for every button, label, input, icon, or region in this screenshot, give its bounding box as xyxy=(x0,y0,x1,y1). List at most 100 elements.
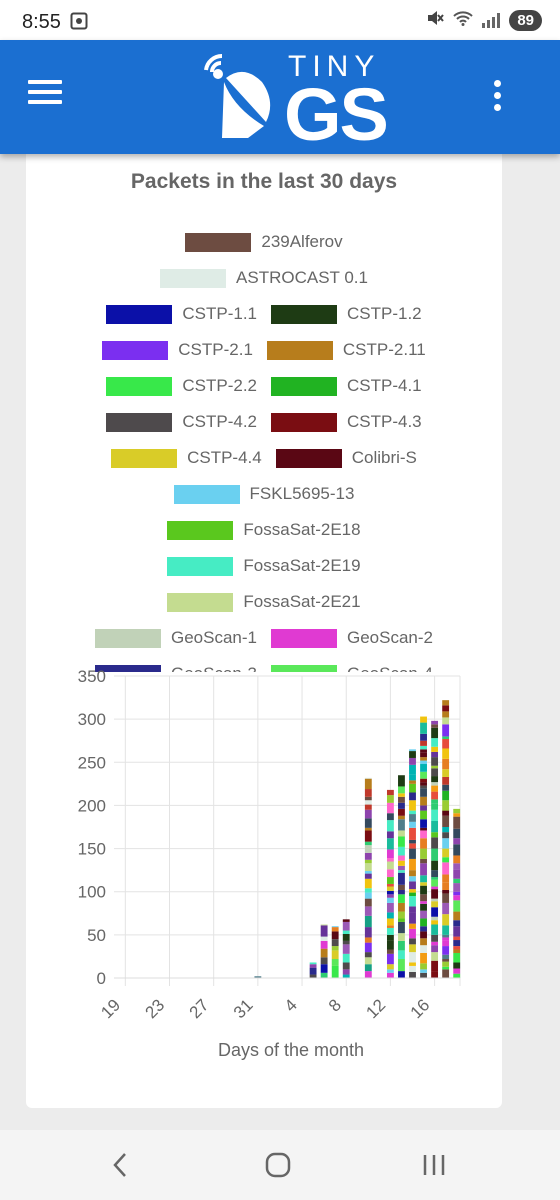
bar-15[interactable] xyxy=(420,716,427,978)
home-icon[interactable] xyxy=(258,1148,298,1182)
legend-item-cstp-2-11[interactable]: CSTP-2.11 xyxy=(266,338,426,362)
wifi-icon xyxy=(453,10,474,30)
legend-item-astrocast-0-1[interactable]: ASTROCAST 0.1 xyxy=(160,266,368,290)
legend-item-geoscan-3[interactable]: GeoScan-3 xyxy=(95,662,257,672)
y-tick-label: 200 xyxy=(78,796,106,815)
legend-item-cstp-4-1[interactable]: CSTP-4.1 xyxy=(271,374,422,398)
legend-item-fossasat-2e19[interactable]: FossaSat-2E19 xyxy=(167,554,361,578)
bar-segment xyxy=(431,785,439,792)
bar-segment xyxy=(409,938,416,945)
bar-segment xyxy=(364,777,372,779)
bar-14[interactable] xyxy=(409,749,416,978)
bar-segment xyxy=(386,934,394,941)
bar-segment xyxy=(342,919,350,922)
legend-item-cstp-4-4[interactable]: CSTP-4.4 xyxy=(111,446,262,470)
legend-item-colibri-s[interactable]: Colibri-S xyxy=(275,446,417,470)
legend-item-geoscan-1[interactable]: GeoScan-1 xyxy=(95,626,257,650)
bar-segment xyxy=(331,946,339,951)
bar-segment xyxy=(386,894,394,898)
legend-row: CSTP-4.2 CSTP-4.3 xyxy=(26,410,502,434)
bar-segment xyxy=(453,968,461,974)
legend-item-cstp-4-3[interactable]: CSTP-4.3 xyxy=(271,410,422,434)
bar-segment xyxy=(431,809,439,821)
logo-text-tiny: TINY xyxy=(288,50,381,83)
legend-row: CSTP-4.4 Colibri-S xyxy=(26,446,502,470)
bar-segment xyxy=(420,733,427,741)
bar-segment xyxy=(453,936,461,941)
bar-segment xyxy=(342,933,350,941)
bar-segment xyxy=(431,879,439,887)
legend-row: FossaSat-2E18 xyxy=(26,518,502,542)
bar-segment xyxy=(364,942,372,953)
bar-segment xyxy=(398,950,405,960)
legend-item-geoscan-2[interactable]: GeoScan-2 xyxy=(271,626,433,650)
legend-item-fskl5695-13[interactable]: FSKL5695-13 xyxy=(173,482,355,506)
legend-item-fossasat-2e21[interactable]: FossaSat-2E21 xyxy=(167,590,361,614)
bar-segment xyxy=(409,792,416,801)
legend-item-239alferov[interactable]: 239Alferov xyxy=(185,230,343,254)
bar-segment xyxy=(453,973,461,978)
bar-18[interactable] xyxy=(453,808,461,978)
legend-swatch xyxy=(275,448,342,468)
legend-item-cstp-1-2[interactable]: CSTP-1.2 xyxy=(271,302,422,326)
bar-segment xyxy=(386,795,394,803)
bar-5[interactable] xyxy=(309,962,317,978)
bar-segment xyxy=(409,800,416,811)
bar-17[interactable] xyxy=(442,700,450,978)
back-icon[interactable] xyxy=(100,1148,140,1182)
bar-segment xyxy=(420,782,427,786)
bar-8[interactable] xyxy=(342,919,350,978)
legend-row: CSTP-1.1 CSTP-1.2 xyxy=(26,302,502,326)
bar-segment xyxy=(420,901,427,904)
legend-item-cstp-1-1[interactable]: CSTP-1.1 xyxy=(106,302,257,326)
legend-item-cstp-2-2[interactable]: CSTP-2.2 xyxy=(106,374,257,398)
bar-segment xyxy=(420,972,427,978)
bar-segment xyxy=(398,921,405,934)
legend-swatch xyxy=(111,448,178,468)
legend-item-cstp-2-1[interactable]: CSTP-2.1 xyxy=(102,338,253,362)
bar-segment xyxy=(364,818,372,828)
bar-segment xyxy=(386,912,394,919)
legend-label: FSKL5695-13 xyxy=(249,484,355,503)
bar-segment xyxy=(398,860,405,866)
bar-segment xyxy=(398,846,405,856)
bar-12[interactable] xyxy=(386,789,394,978)
bar-segment xyxy=(364,859,372,864)
recents-icon[interactable] xyxy=(414,1148,454,1182)
bar-segment xyxy=(420,796,427,806)
y-tick-label: 300 xyxy=(78,710,106,729)
bar-7[interactable] xyxy=(331,926,339,978)
bar-31[interactable] xyxy=(254,976,262,978)
legend-label: CSTP-4.3 xyxy=(347,412,422,431)
legend-label: GeoScan-2 xyxy=(347,628,433,647)
bar-segment xyxy=(453,883,461,892)
battery-badge: 89 xyxy=(509,9,542,31)
hamburger-menu-icon[interactable] xyxy=(28,80,62,110)
bar-13[interactable] xyxy=(398,775,405,978)
bar-segment xyxy=(364,873,372,879)
bar-segment xyxy=(431,782,439,786)
bar-segment xyxy=(409,843,416,849)
bar-16[interactable] xyxy=(431,720,439,978)
bar-6[interactable] xyxy=(320,924,328,978)
bar-segment xyxy=(398,830,405,837)
legend-swatch xyxy=(106,304,173,324)
legend-label: Colibri-S xyxy=(351,448,417,467)
bar-segment xyxy=(442,940,450,947)
bar-segment xyxy=(386,858,394,862)
tinygs-logo[interactable]: TINY GS xyxy=(200,46,400,156)
bar-segment xyxy=(409,749,416,752)
bar-10[interactable] xyxy=(364,777,372,978)
more-vertical-icon[interactable] xyxy=(490,80,504,114)
system-nav-bar xyxy=(0,1130,560,1200)
legend-item-geoscan-4[interactable]: GeoScan-4 xyxy=(271,662,433,672)
legend-item-fossasat-2e18[interactable]: FossaSat-2E18 xyxy=(167,518,361,542)
bar-segment xyxy=(453,952,461,963)
bar-segment xyxy=(364,888,372,893)
legend-item-cstp-4-2[interactable]: CSTP-4.2 xyxy=(106,410,257,434)
bar-segment xyxy=(453,844,461,856)
bar-segment xyxy=(331,926,339,928)
bar-segment xyxy=(409,814,416,822)
bar-segment xyxy=(442,776,450,785)
x-tick-label: 12 xyxy=(362,995,389,1022)
